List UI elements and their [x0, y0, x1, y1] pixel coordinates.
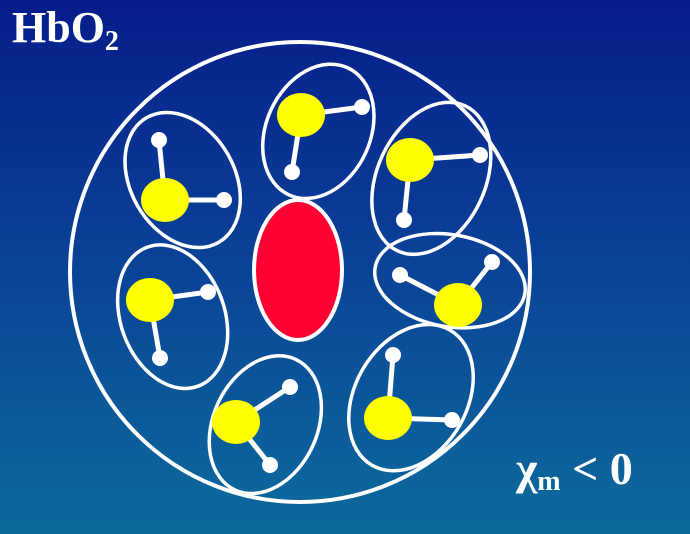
chi-symbol: χ [516, 443, 538, 494]
oxygen-atom [212, 400, 260, 444]
hydrogen-atom [152, 350, 168, 366]
hydrogen-atom [472, 147, 488, 163]
water-molecule [115, 243, 230, 391]
water-molecule [372, 231, 528, 330]
outer-sphere [68, 40, 532, 504]
hydrogen-atom [396, 212, 412, 228]
center-ion [252, 198, 344, 342]
hydration-shell [207, 354, 324, 496]
water-molecule [370, 100, 493, 257]
water-molecule [260, 62, 376, 201]
chi-relation: < 0 [572, 443, 633, 494]
hydration-shell [370, 100, 493, 257]
oxygen-atom [364, 396, 412, 440]
title-subscript: 2 [104, 26, 119, 57]
hydration-shell [115, 243, 230, 391]
water-molecule [207, 354, 324, 496]
title-main: HbO [12, 3, 105, 52]
hydrogen-atom [444, 412, 460, 428]
water-molecule [347, 322, 475, 473]
oxygen-atom [141, 178, 189, 222]
hydration-shell [123, 110, 243, 250]
hydrogen-atom [392, 267, 408, 283]
chi-subscript: m [537, 466, 561, 497]
water-molecules-group [115, 62, 528, 496]
hydration-shell [260, 62, 376, 201]
hydrogen-atom [216, 192, 232, 208]
hydrogen-atom [262, 457, 278, 473]
hydrogen-atom [282, 379, 298, 395]
oxygen-atom [277, 93, 325, 137]
hydrogen-atom [385, 347, 401, 363]
water-molecule [123, 110, 243, 250]
susceptibility-label: χm < 0 [516, 446, 633, 496]
oxygen-atom [126, 278, 174, 322]
oxygen-atom [386, 138, 434, 182]
hydrogen-atom [354, 99, 370, 115]
oxygen-atom [434, 283, 482, 327]
hydrogen-atom [200, 284, 216, 300]
title-label: HbO2 [12, 6, 119, 56]
hydrogen-atom [484, 254, 500, 270]
hydrogen-atom [284, 164, 300, 180]
hydrogen-atom [151, 132, 167, 148]
hydration-shell [347, 322, 475, 473]
